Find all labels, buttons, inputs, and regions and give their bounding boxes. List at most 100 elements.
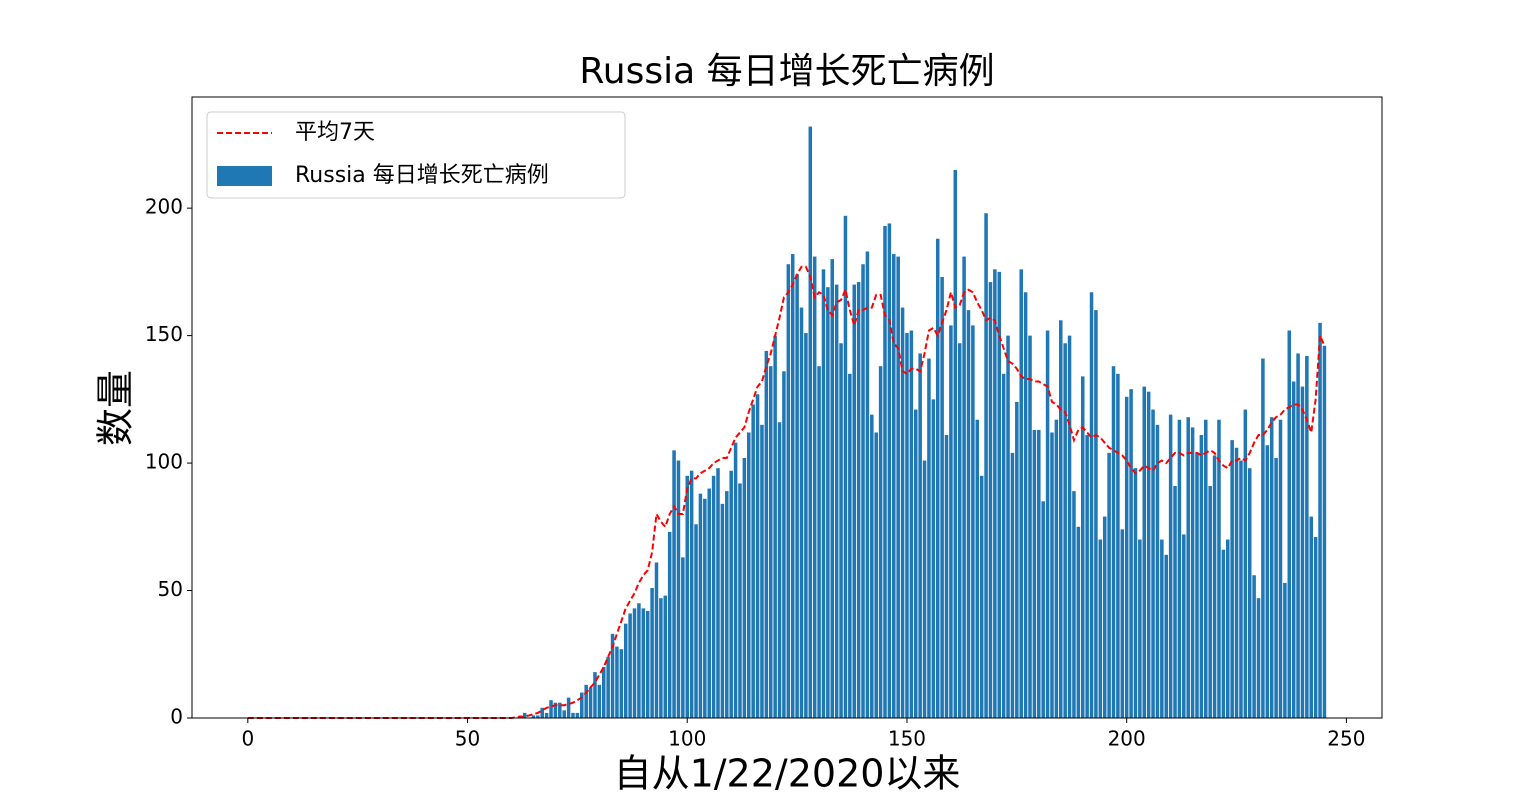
bar xyxy=(1182,534,1186,718)
bar xyxy=(645,610,650,718)
bar xyxy=(1177,419,1182,718)
bar xyxy=(623,623,628,718)
bar xyxy=(997,271,1002,718)
bar xyxy=(918,353,922,718)
bar xyxy=(588,687,593,718)
bar xyxy=(892,254,896,718)
bar xyxy=(522,712,527,718)
bar xyxy=(1309,516,1314,718)
bar xyxy=(1239,460,1243,718)
bar xyxy=(694,524,698,718)
bar xyxy=(711,475,716,718)
bar xyxy=(725,491,729,718)
bar xyxy=(755,394,760,718)
bar xyxy=(927,358,931,718)
bar xyxy=(909,330,914,718)
bar xyxy=(1318,322,1322,718)
legend-label: Russia 每日增长死亡病例 xyxy=(295,163,549,188)
bar xyxy=(821,269,826,718)
bar xyxy=(544,712,549,718)
bar xyxy=(1225,539,1230,718)
bar xyxy=(799,307,804,718)
bar xyxy=(733,442,738,718)
bar xyxy=(843,215,848,718)
bar xyxy=(900,307,905,718)
bar xyxy=(1291,381,1296,718)
bar xyxy=(870,414,874,718)
bar xyxy=(1243,409,1248,718)
bar xyxy=(1102,516,1107,718)
bar xyxy=(1195,452,1199,718)
bar xyxy=(913,409,918,718)
bar xyxy=(1160,539,1164,718)
bar xyxy=(575,712,580,718)
bar xyxy=(1287,330,1292,718)
legend-box xyxy=(206,111,626,199)
bar xyxy=(1190,427,1195,718)
bar xyxy=(747,432,751,718)
bar xyxy=(896,256,900,718)
bar xyxy=(1085,435,1089,718)
bar xyxy=(751,404,755,718)
bar xyxy=(905,333,909,718)
bar xyxy=(720,503,725,718)
bar xyxy=(1023,292,1028,718)
bar xyxy=(782,371,786,718)
bar xyxy=(619,649,624,718)
bar xyxy=(1208,486,1212,718)
bar xyxy=(1080,376,1085,718)
bar xyxy=(1164,554,1168,718)
bar xyxy=(1041,501,1045,718)
bar xyxy=(606,656,610,718)
bar xyxy=(971,325,975,718)
bar xyxy=(887,223,892,718)
bar xyxy=(1067,335,1072,718)
bar xyxy=(935,238,940,718)
bar xyxy=(953,169,958,718)
bar xyxy=(1247,468,1252,718)
bar xyxy=(764,350,769,718)
bar xyxy=(681,557,685,718)
bar xyxy=(1155,424,1160,718)
bar xyxy=(812,256,817,718)
bar xyxy=(1221,549,1226,718)
bar xyxy=(558,702,562,718)
bar xyxy=(1234,447,1239,718)
bar xyxy=(667,531,672,718)
bar xyxy=(1256,598,1261,718)
bar xyxy=(957,343,962,718)
bar xyxy=(1283,582,1287,718)
bar xyxy=(738,483,742,718)
bar xyxy=(615,646,619,718)
bar xyxy=(861,264,865,718)
x-tick-label: 200 xyxy=(1108,727,1146,751)
bar xyxy=(940,276,944,718)
bar xyxy=(1059,320,1063,718)
bar xyxy=(773,335,777,718)
x-tick-label: 50 xyxy=(455,727,480,751)
bars xyxy=(518,126,1327,719)
bar xyxy=(562,710,566,718)
bar xyxy=(1217,419,1221,718)
bar xyxy=(1116,373,1120,718)
bar xyxy=(1313,537,1318,718)
bar xyxy=(1063,343,1067,718)
bar xyxy=(672,450,676,718)
bar xyxy=(830,259,835,718)
bar xyxy=(944,435,949,718)
bar xyxy=(1006,335,1010,718)
y-tick-label: 100 xyxy=(145,450,183,474)
bar xyxy=(597,684,602,718)
bar xyxy=(685,475,690,718)
axes: 0 50 100 150 200 250 0 50 100 150 200 xyxy=(145,195,1366,751)
bar xyxy=(1076,526,1081,718)
bar xyxy=(1186,417,1190,718)
bar xyxy=(1142,386,1147,718)
bar xyxy=(663,595,668,718)
bar xyxy=(580,692,584,718)
bar xyxy=(1037,429,1041,718)
bar xyxy=(1015,401,1019,718)
bar xyxy=(1028,335,1032,718)
plot-frame xyxy=(191,96,1383,719)
